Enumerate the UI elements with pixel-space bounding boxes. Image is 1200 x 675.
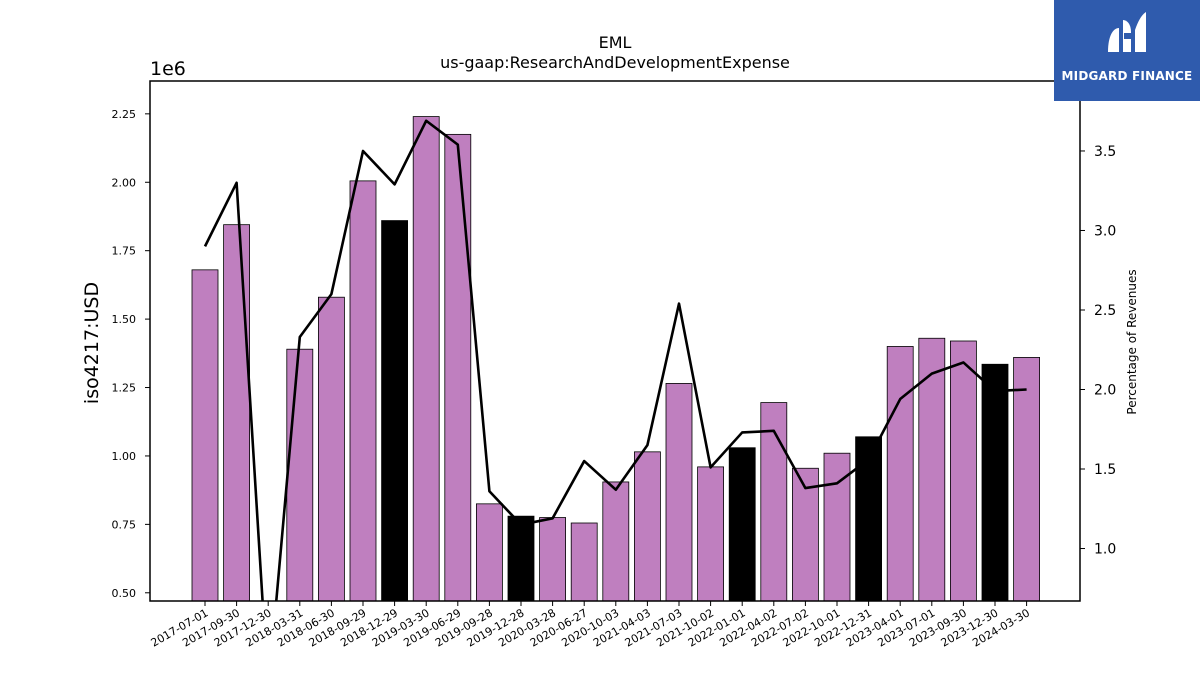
y-axis-label: iso4217:USD [81, 282, 103, 404]
bar-2018-06-30 [317, 296, 345, 602]
bar-2021-04-03 [634, 451, 661, 602]
bar-2019-06-29 [444, 133, 472, 602]
bar-2023-09-30 [950, 340, 977, 602]
y2-tick-label: 1.0 [1094, 542, 1116, 558]
y2-axis-label: Percentage of Revenues [1125, 269, 1139, 414]
y2-tick-label: 1.5 [1094, 462, 1116, 478]
y-tick-label: 0.50 [112, 587, 137, 600]
bar-2020-06-27 [570, 522, 598, 602]
y-tick-label: 1.50 [112, 313, 137, 326]
bar-2018-09-29 [349, 180, 377, 602]
bar-2020-10-03 [602, 481, 630, 602]
bar-2022-01-01 [728, 447, 756, 602]
bar-2019-03-30 [412, 116, 440, 602]
bar-2023-07-01 [918, 337, 946, 602]
bar-2018-12-29 [381, 220, 409, 602]
bar-2019-09-28 [475, 503, 503, 602]
plot-frame [149, 80, 1081, 602]
y2-tick-label: 2.0 [1094, 383, 1116, 399]
y-tick-label: 0.75 [112, 518, 137, 531]
y-tick-label: 2.00 [112, 176, 137, 189]
bar-2022-12-31 [855, 436, 882, 602]
midgard-logo-icon [1108, 12, 1146, 52]
y-offset-label: 1e6 [150, 58, 186, 80]
bar-2019-12-28 [507, 515, 535, 602]
bar-2023-12-30 [981, 363, 1009, 602]
bar-2017-07-01 [191, 269, 219, 602]
bar-2021-07-03 [665, 383, 693, 602]
y2-tick-label: 3.0 [1094, 223, 1116, 239]
y-tick-label: 1.25 [112, 382, 137, 395]
y-tick-label: 1.75 [112, 245, 137, 258]
y-tick-label: 1.00 [112, 450, 137, 463]
chart-subtitle: us-gaap:ResearchAndDevelopmentExpense [440, 53, 790, 72]
y2-tick-label: 2.5 [1094, 303, 1116, 319]
bar-2023-04-01 [886, 346, 914, 602]
bar-2022-07-02 [792, 467, 819, 602]
y-tick-label: 2.25 [112, 108, 137, 121]
bar-2021-10-02 [697, 466, 724, 602]
bar-2017-09-30 [223, 224, 251, 602]
bar-2020-03-28 [539, 517, 566, 602]
bar-2018-03-31 [286, 348, 314, 602]
bar-2022-04-02 [760, 402, 788, 602]
revenue-percentage-line [203, 119, 1027, 601]
y2-tick-label: 3.5 [1094, 144, 1116, 160]
brand-logo: MIDGARD FINANCE [1054, 0, 1200, 101]
logo-text: MIDGARD FINANCE [1061, 69, 1193, 83]
bar-2024-03-30 [1013, 357, 1040, 602]
chart-title: EML [599, 33, 632, 52]
